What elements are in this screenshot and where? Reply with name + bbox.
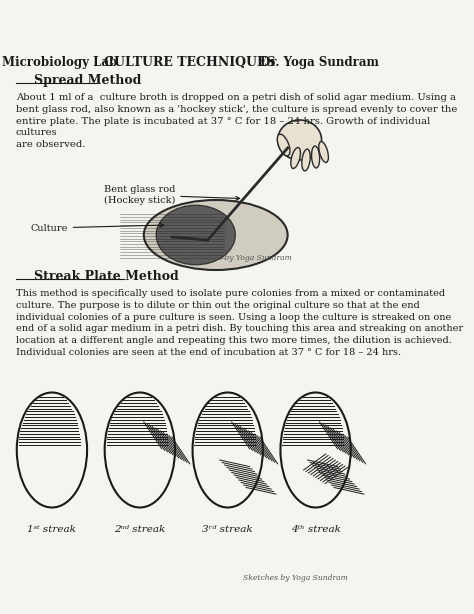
Ellipse shape (17, 392, 87, 508)
Ellipse shape (319, 141, 328, 163)
Text: Streak Plate Method: Streak Plate Method (34, 270, 178, 282)
Text: Dr. Yoga Sundram: Dr. Yoga Sundram (260, 55, 379, 69)
Text: Bent glass rod
(Hockey stick): Bent glass rod (Hockey stick) (104, 185, 240, 205)
Ellipse shape (105, 392, 175, 508)
Ellipse shape (278, 120, 321, 160)
Text: 4ᵗʰ streak: 4ᵗʰ streak (291, 525, 340, 534)
Text: CULTURE TECHNIQUES: CULTURE TECHNIQUES (103, 55, 275, 69)
Ellipse shape (302, 149, 310, 171)
Ellipse shape (192, 392, 263, 508)
Text: 3ʳᵈ streak: 3ʳᵈ streak (202, 525, 253, 534)
Ellipse shape (144, 200, 288, 270)
Ellipse shape (281, 392, 351, 508)
Text: Culture: Culture (30, 223, 164, 233)
Text: About 1 ml of a  culture broth is dropped on a petri dish of solid agar medium. : About 1 ml of a culture broth is dropped… (16, 93, 457, 149)
Text: This method is specifically used to isolate pure colonies from a mixed or contam: This method is specifically used to isol… (16, 289, 463, 357)
Text: Microbiology Lab: Microbiology Lab (2, 55, 118, 69)
Text: 2ⁿᵈ streak: 2ⁿᵈ streak (114, 525, 165, 534)
Text: Sketches by Yoga Sundram: Sketches by Yoga Sundram (243, 574, 348, 582)
Ellipse shape (311, 146, 319, 168)
Text: 1ˢᵗ streak: 1ˢᵗ streak (27, 525, 76, 534)
Text: Spread Method: Spread Method (34, 74, 141, 87)
Ellipse shape (156, 205, 235, 265)
Text: Sketches by Yoga Sundram: Sketches by Yoga Sundram (187, 254, 292, 262)
Ellipse shape (277, 134, 290, 156)
Ellipse shape (291, 147, 301, 168)
